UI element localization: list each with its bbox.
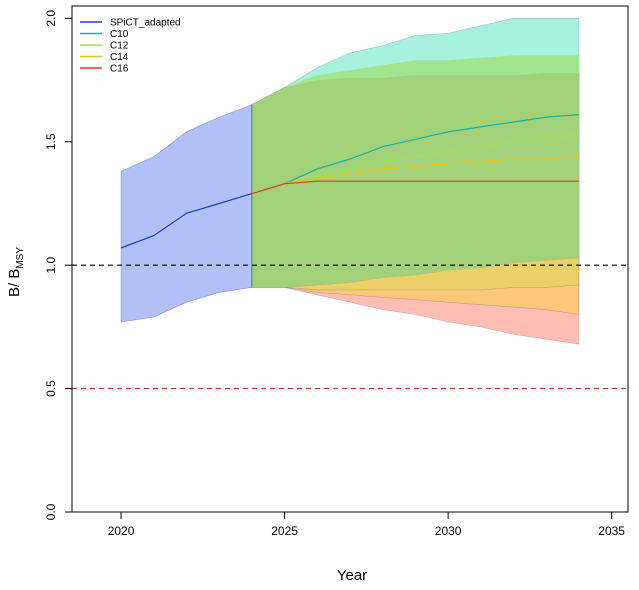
band-c12-upper-region [251,55,579,105]
x-axis-title: Year [337,567,367,584]
y-tick-label: 1.5 [44,133,58,150]
line-c10 [251,114,579,195]
band-overlap [251,72,579,288]
y-axis-title-main: B/ B [6,269,23,297]
x-tick-label: 2035 [598,524,625,538]
x-tick-label: 2020 [108,524,135,538]
line-c14 [251,156,579,195]
line-spict-adapted [120,193,253,249]
y-axis-title-subscript: MSY [15,247,26,269]
series-lines [120,114,579,249]
x-tick-label: 2030 [435,524,462,538]
confidence-bands [120,18,580,345]
x-axis: 2020 2025 2030 2035 [108,511,625,538]
reference-lines [72,264,628,390]
y-tick-label: 0.5 [44,380,58,397]
y-axis-title: B/ BMSY [6,247,26,297]
x-tick-label: 2025 [271,524,298,538]
legend-label: SPiCT_adapted [110,18,181,29]
line-c12 [251,133,579,195]
legend-label: C10 [110,29,129,40]
y-tick-label: 2.0 [44,10,58,27]
y-tick-label: 0.0 [44,503,58,520]
legend-label: C12 [110,41,129,52]
line-c16 [251,180,579,195]
y-axis: 0.0 0.5 1.0 1.5 2.0 [44,10,72,520]
y-tick-label: 1.0 [44,257,58,274]
legend-label: C14 [110,52,129,63]
legend-label: C16 [110,64,129,75]
